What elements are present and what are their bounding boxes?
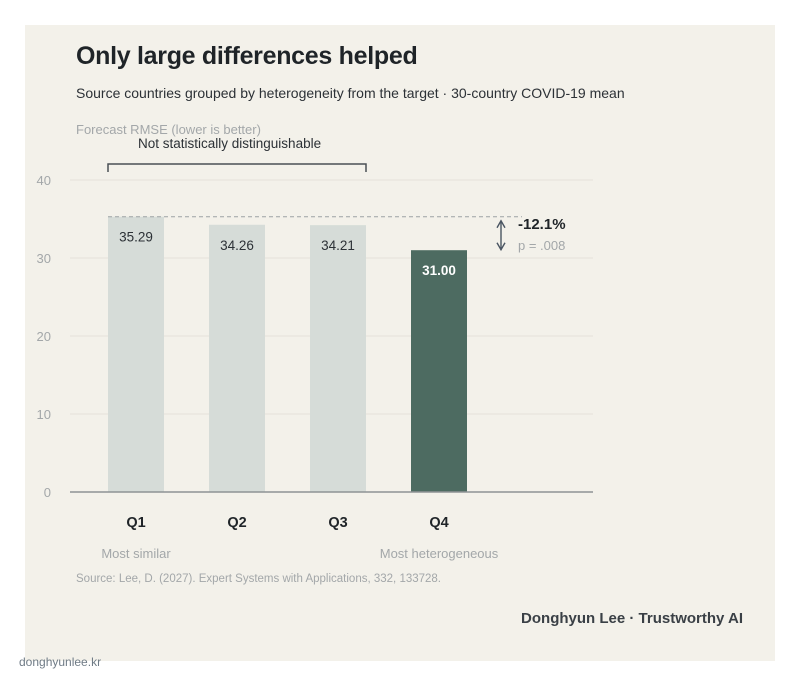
source-citation: Source: Lee, D. (2027). Expert Systems w…: [76, 573, 442, 585]
bracket-label: Not statistically distinguishable: [138, 136, 321, 151]
y-tick-label: 20: [37, 329, 51, 344]
x-tick-label: Q2: [227, 515, 246, 531]
y-tick-label: 0: [44, 485, 51, 500]
bar-value-label: 31.00: [422, 263, 456, 278]
bracket-not-significant: [107, 163, 367, 172]
x-tick-label: Q3: [328, 515, 347, 531]
bar-q3: [310, 225, 366, 493]
y-tick-label: 30: [37, 251, 51, 266]
bar-value-label: 34.26: [220, 238, 254, 253]
bar-q2: [209, 224, 265, 492]
byline: Donghyun Lee · Trustworthy AI: [521, 610, 743, 627]
site-url[interactable]: donghyunlee.kr: [19, 655, 102, 669]
x-tick-label: Q4: [429, 515, 448, 531]
chart-card: Only large differences helped Source cou…: [25, 25, 775, 661]
x-tick-label: Q1: [126, 515, 145, 531]
category-note: Most heterogeneous: [380, 546, 499, 561]
y-tick-label: 40: [37, 173, 51, 188]
chart-title: Only large differences helped: [76, 42, 418, 70]
bar-chart: 0 10 20 30 40 35.29 Q1 34.26 Q2 34.21 Q3 31.00 Q4 Mo…: [37, 136, 593, 561]
y-axis-title: Forecast RMSE (lower is better): [76, 122, 261, 137]
bar-q4: [411, 250, 467, 492]
difference-label: -12.1%: [518, 216, 566, 233]
bar-value-label: 34.21: [321, 238, 355, 253]
bar-q1: [108, 216, 164, 492]
chart-subtitle: Source countries grouped by heterogeneit…: [76, 85, 625, 101]
bar-value-label: 35.29: [119, 230, 153, 245]
category-note: Most similar: [101, 546, 171, 561]
p-value-label: p = .008: [518, 238, 565, 253]
arrow-head-down: [496, 242, 506, 252]
y-tick-label: 10: [37, 407, 51, 422]
arrow-head-up: [496, 219, 506, 229]
